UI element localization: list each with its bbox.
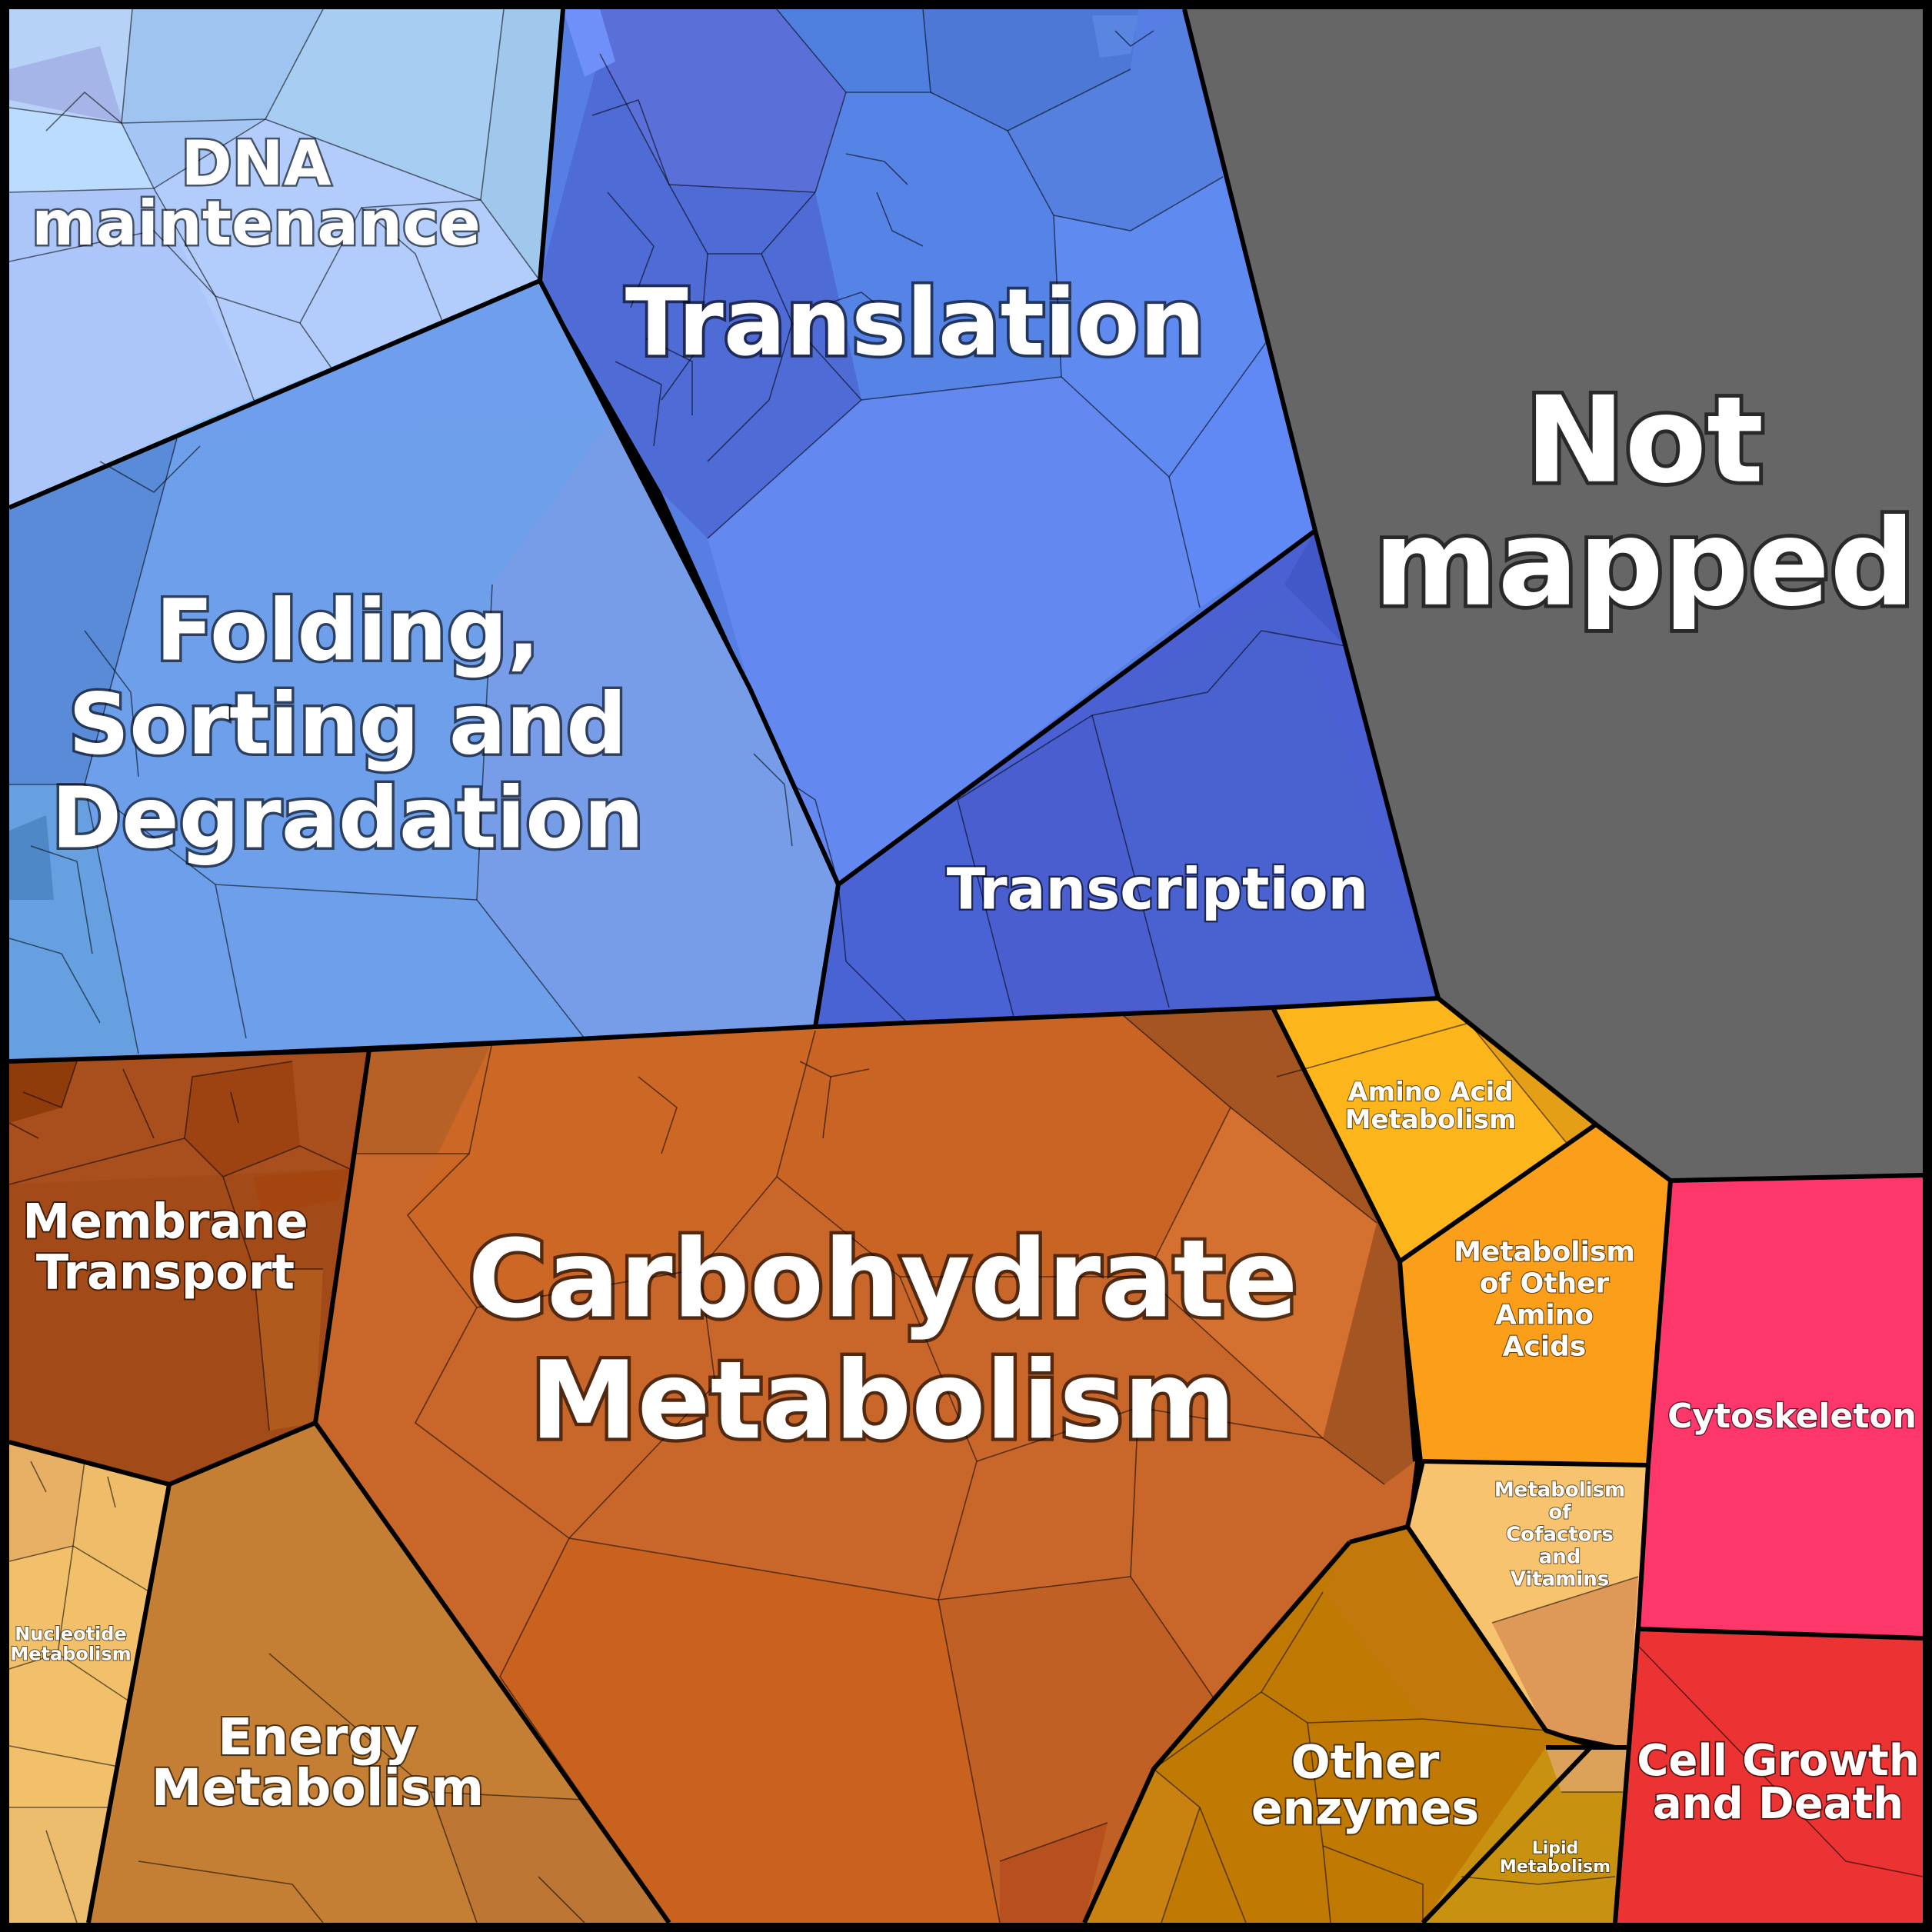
label-line: Metabolism <box>152 1758 484 1817</box>
label-line: Transport <box>36 1244 295 1300</box>
subcells-cofactors <box>1491 1576 1639 1624</box>
cell-folding-sorting-degradation[interactable] <box>8 281 838 1061</box>
label-line: Sorting and <box>68 675 627 774</box>
label-line: Cofactors <box>1506 1523 1614 1546</box>
label-cell-growth-death: Cell Growth and Death <box>1637 1736 1919 1829</box>
cell-transcription[interactable] <box>815 531 1438 1027</box>
label-translation: Translation <box>625 270 1205 377</box>
category-labels: DNA maintenance Translation Folding, Sorting… <box>9 125 1920 1877</box>
label-line: Amino Acid <box>1347 1077 1513 1108</box>
label-line: of <box>1548 1501 1571 1524</box>
label-line: Degradation <box>52 769 644 868</box>
subcells-enzymes <box>1153 1591 1547 1924</box>
label-line: Folding, <box>155 581 539 680</box>
label-line: Metabolism <box>10 1644 131 1665</box>
cell-cell-growth-death[interactable] <box>1615 1629 1924 1923</box>
label-line: enzymes <box>1251 1782 1479 1836</box>
label-metabolism-other-amino-acids: Metabolism of Other Amino Acids <box>1454 1236 1635 1362</box>
label-line: Lipid <box>1532 1839 1579 1858</box>
label-line: Metabolism <box>1345 1104 1517 1135</box>
subcells-lipid <box>1461 1791 1623 1885</box>
label-lipid-metabolism: Lipid Metabolism <box>1500 1839 1611 1877</box>
label-line: Energy <box>218 1707 418 1767</box>
subcells-folding <box>8 438 793 1054</box>
label-line: Acids <box>1503 1331 1587 1362</box>
label-amino-acid-metabolism: Amino Acid Metabolism <box>1345 1077 1517 1135</box>
cell-metabolism-cofactors-vitamins[interactable] <box>1407 1461 1648 1747</box>
label-line: DNA <box>181 128 331 199</box>
label-dna-maintenance: DNA maintenance <box>32 128 481 259</box>
label-not-mapped: Not mapped <box>1374 371 1915 633</box>
label-line: Other <box>1291 1736 1440 1790</box>
label-line: mapped <box>1374 494 1915 633</box>
label-cytoskeleton: Cytoskeleton <box>1667 1397 1917 1436</box>
cell-nucleotide-metabolism[interactable] <box>8 1442 169 1924</box>
label-line: Metabolism <box>1454 1236 1635 1267</box>
label-line: Not <box>1525 371 1764 510</box>
label-line: Amino <box>1495 1299 1594 1331</box>
cell-other-enzymes[interactable] <box>1084 1527 1592 1924</box>
subcells-growth <box>1637 1645 1924 1877</box>
category-borders <box>8 8 1924 1925</box>
label-line: Membrane <box>22 1193 308 1249</box>
label-line: Metabolism <box>530 1338 1235 1464</box>
label-line: Translation <box>625 270 1205 377</box>
label-line: Metabolism <box>1494 1478 1625 1501</box>
label-transcription: Transcription <box>947 857 1368 923</box>
cell-lipid-metabolism[interactable] <box>1423 1747 1627 1923</box>
label-carbohydrate-metabolism: Carbohydrate Metabolism <box>468 1217 1297 1464</box>
label-line: Carbohydrate <box>468 1217 1297 1342</box>
label-line: of Other <box>1480 1267 1610 1299</box>
label-line: Cell Growth <box>1637 1736 1919 1786</box>
label-line: Vitamins <box>1511 1567 1610 1591</box>
label-line: Transcription <box>947 857 1368 923</box>
label-line: maintenance <box>32 188 481 259</box>
label-metabolism-cofactors-vitamins: Metabolism of Cofactors and Vitamins <box>1494 1478 1625 1591</box>
label-line: and Death <box>1653 1779 1904 1829</box>
label-line: Cytoskeleton <box>1667 1397 1917 1436</box>
label-nucleotide-metabolism: Nucleotide Metabolism <box>10 1624 131 1665</box>
cell-not-mapped[interactable] <box>1184 9 1923 1181</box>
label-membrane-transport: Membrane Transport <box>22 1193 308 1300</box>
subcells-nucleotide <box>8 1461 151 1924</box>
cell-metabolism-other-amino-acids[interactable] <box>1400 1124 1671 1465</box>
label-other-enzymes: Other enzymes <box>1251 1736 1479 1836</box>
subcells-transcription <box>838 630 1347 1024</box>
cell-cytoskeleton[interactable] <box>1638 1175 1923 1638</box>
subcells-energy <box>138 1653 585 1924</box>
label-line: Metabolism <box>1500 1857 1611 1877</box>
cell-energy-metabolism[interactable] <box>88 1423 669 1924</box>
label-line: Nucleotide <box>15 1624 127 1645</box>
cell-carbohydrate-metabolism[interactable] <box>315 1008 1415 1924</box>
label-folding-sorting-degradation: Folding, Sorting and Degradation <box>52 581 644 868</box>
cell-membrane-transport[interactable] <box>8 1050 369 1484</box>
label-line: and <box>1539 1545 1581 1568</box>
cell-translation[interactable] <box>540 8 1315 885</box>
label-energy-metabolism: Energy Metabolism <box>152 1707 484 1817</box>
subcells-membrane <box>8 1061 351 1431</box>
